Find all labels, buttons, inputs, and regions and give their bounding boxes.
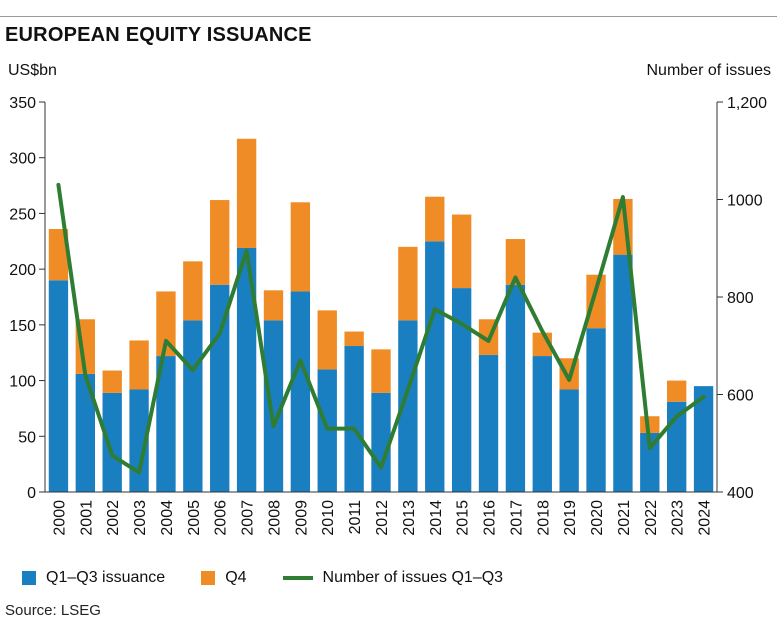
bar-q1q3 — [640, 432, 660, 492]
left-tick-label: 250 — [9, 206, 36, 223]
line-series-issues — [56, 182, 706, 475]
bar-q1q3 — [156, 356, 176, 492]
bar-q1q3 — [236, 247, 257, 492]
legend-line-key — [282, 576, 313, 580]
bar-q1q3 — [102, 392, 122, 492]
x-tick-label: 2017 — [508, 500, 525, 536]
x-tick-label: 2024 — [697, 500, 714, 536]
bar-q4 — [263, 290, 284, 321]
x-tick-label: 2002 — [105, 500, 122, 536]
legend-item-q1q3: Q1–Q3 issuance — [22, 569, 165, 587]
bar-q1q3 — [317, 369, 337, 492]
bar-q1q3 — [693, 386, 714, 492]
bar-q1q3 — [183, 320, 203, 492]
left-tick-label: 0 — [27, 485, 36, 502]
right-tick-label: 1,200 — [727, 95, 767, 112]
bar-q4 — [236, 138, 257, 248]
legend-label-q4: Q4 — [225, 569, 247, 586]
bar-q1q3 — [75, 373, 95, 492]
x-tick-label: 2022 — [643, 500, 660, 536]
x-tick-label: 2021 — [616, 500, 633, 536]
chart-title: EUROPEAN EQUITY ISSUANCE — [5, 24, 312, 46]
right-tick-label: 800 — [727, 290, 754, 307]
bar-q4 — [505, 239, 526, 285]
legend-label-line: Number of issues Q1–Q3 — [322, 569, 504, 586]
legend-swatch-q4 — [201, 571, 216, 585]
bar-q4 — [183, 261, 203, 321]
bar-q4 — [451, 214, 472, 289]
right-tick-label: 600 — [727, 388, 754, 405]
bar-q1q3 — [371, 392, 391, 492]
x-tick-label: 2007 — [240, 500, 257, 536]
bar-q1q3 — [263, 320, 284, 492]
bar-q4 — [210, 200, 230, 285]
x-tick-label: 2018 — [535, 500, 552, 536]
bar-q4 — [667, 380, 687, 402]
left-tick-label: 150 — [9, 318, 36, 335]
x-tick-label: 2005 — [186, 500, 203, 536]
bar-q1q3 — [425, 241, 445, 492]
bar-q1q3 — [586, 328, 606, 492]
x-tick-label: 2015 — [455, 500, 472, 536]
source-note: Source: LSEG — [5, 602, 101, 619]
x-tick-label: 2009 — [293, 500, 310, 536]
bar-q1q3 — [48, 280, 69, 492]
x-tick-label: 2019 — [562, 500, 579, 536]
legend-swatch-q1q3 — [22, 571, 36, 585]
bar-q4 — [586, 274, 606, 329]
left-tick-label: 50 — [18, 429, 36, 446]
bar-q4 — [290, 202, 311, 292]
left-tick-label: 350 — [9, 95, 36, 112]
bar-q1q3 — [505, 284, 526, 492]
left-tick-label: 100 — [9, 374, 36, 391]
bar-q4 — [425, 196, 445, 242]
bar-q4 — [156, 291, 176, 357]
bar-q4 — [398, 246, 418, 321]
legend: Q1–Q3 issuance Q4 Number of issues Q1–Q3 — [22, 569, 539, 587]
bar-q4 — [129, 340, 149, 390]
x-tick-label: 2000 — [51, 500, 68, 536]
x-tick-label: 2004 — [159, 500, 176, 536]
top-rule — [0, 16, 777, 17]
legend-label-q1q3: Q1–Q3 issuance — [46, 569, 166, 586]
legend-item-q4: Q4 — [201, 569, 247, 587]
left-axis-title: US$bn — [8, 62, 57, 79]
left-tick-label: 300 — [9, 151, 36, 168]
bar-q4 — [317, 310, 337, 370]
right-tick-label: 400 — [727, 485, 754, 502]
bar-q1q3 — [559, 389, 579, 492]
x-tick-label: 2011 — [347, 500, 364, 535]
bar-q1q3 — [290, 291, 311, 492]
bar-q4 — [344, 331, 364, 347]
left-tick-label: 200 — [9, 262, 36, 279]
x-tick-label: 2001 — [78, 500, 95, 536]
right-axis-title: Number of issues — [646, 62, 772, 79]
bar-q1q3 — [613, 254, 633, 492]
bar-q4 — [102, 370, 122, 393]
bar-q1q3 — [451, 288, 472, 492]
right-tick-label: 1000 — [727, 193, 763, 210]
x-tick-label: 2003 — [132, 500, 149, 536]
bar-q4 — [48, 229, 69, 281]
x-tick-label: 2010 — [320, 500, 337, 536]
x-tick-label: 2020 — [589, 500, 606, 536]
bar-q1q3 — [398, 320, 418, 492]
x-tick-label: 2006 — [213, 500, 230, 536]
bar-q1q3 — [210, 284, 230, 492]
bar-q4 — [371, 349, 391, 393]
x-tick-label: 2012 — [374, 500, 391, 536]
x-tick-label: 2016 — [482, 500, 499, 536]
bar-q1q3 — [344, 346, 364, 492]
x-tick-label: 2014 — [428, 500, 445, 536]
bar-q1q3 — [478, 354, 499, 492]
bar-q1q3 — [532, 356, 552, 492]
bar-q1q3 — [129, 389, 149, 492]
x-tick-label: 2023 — [670, 500, 687, 536]
x-tick-label: 2013 — [401, 500, 418, 536]
x-tick-label: 2008 — [266, 500, 283, 536]
legend-item-line: Number of issues Q1–Q3 — [282, 569, 504, 587]
